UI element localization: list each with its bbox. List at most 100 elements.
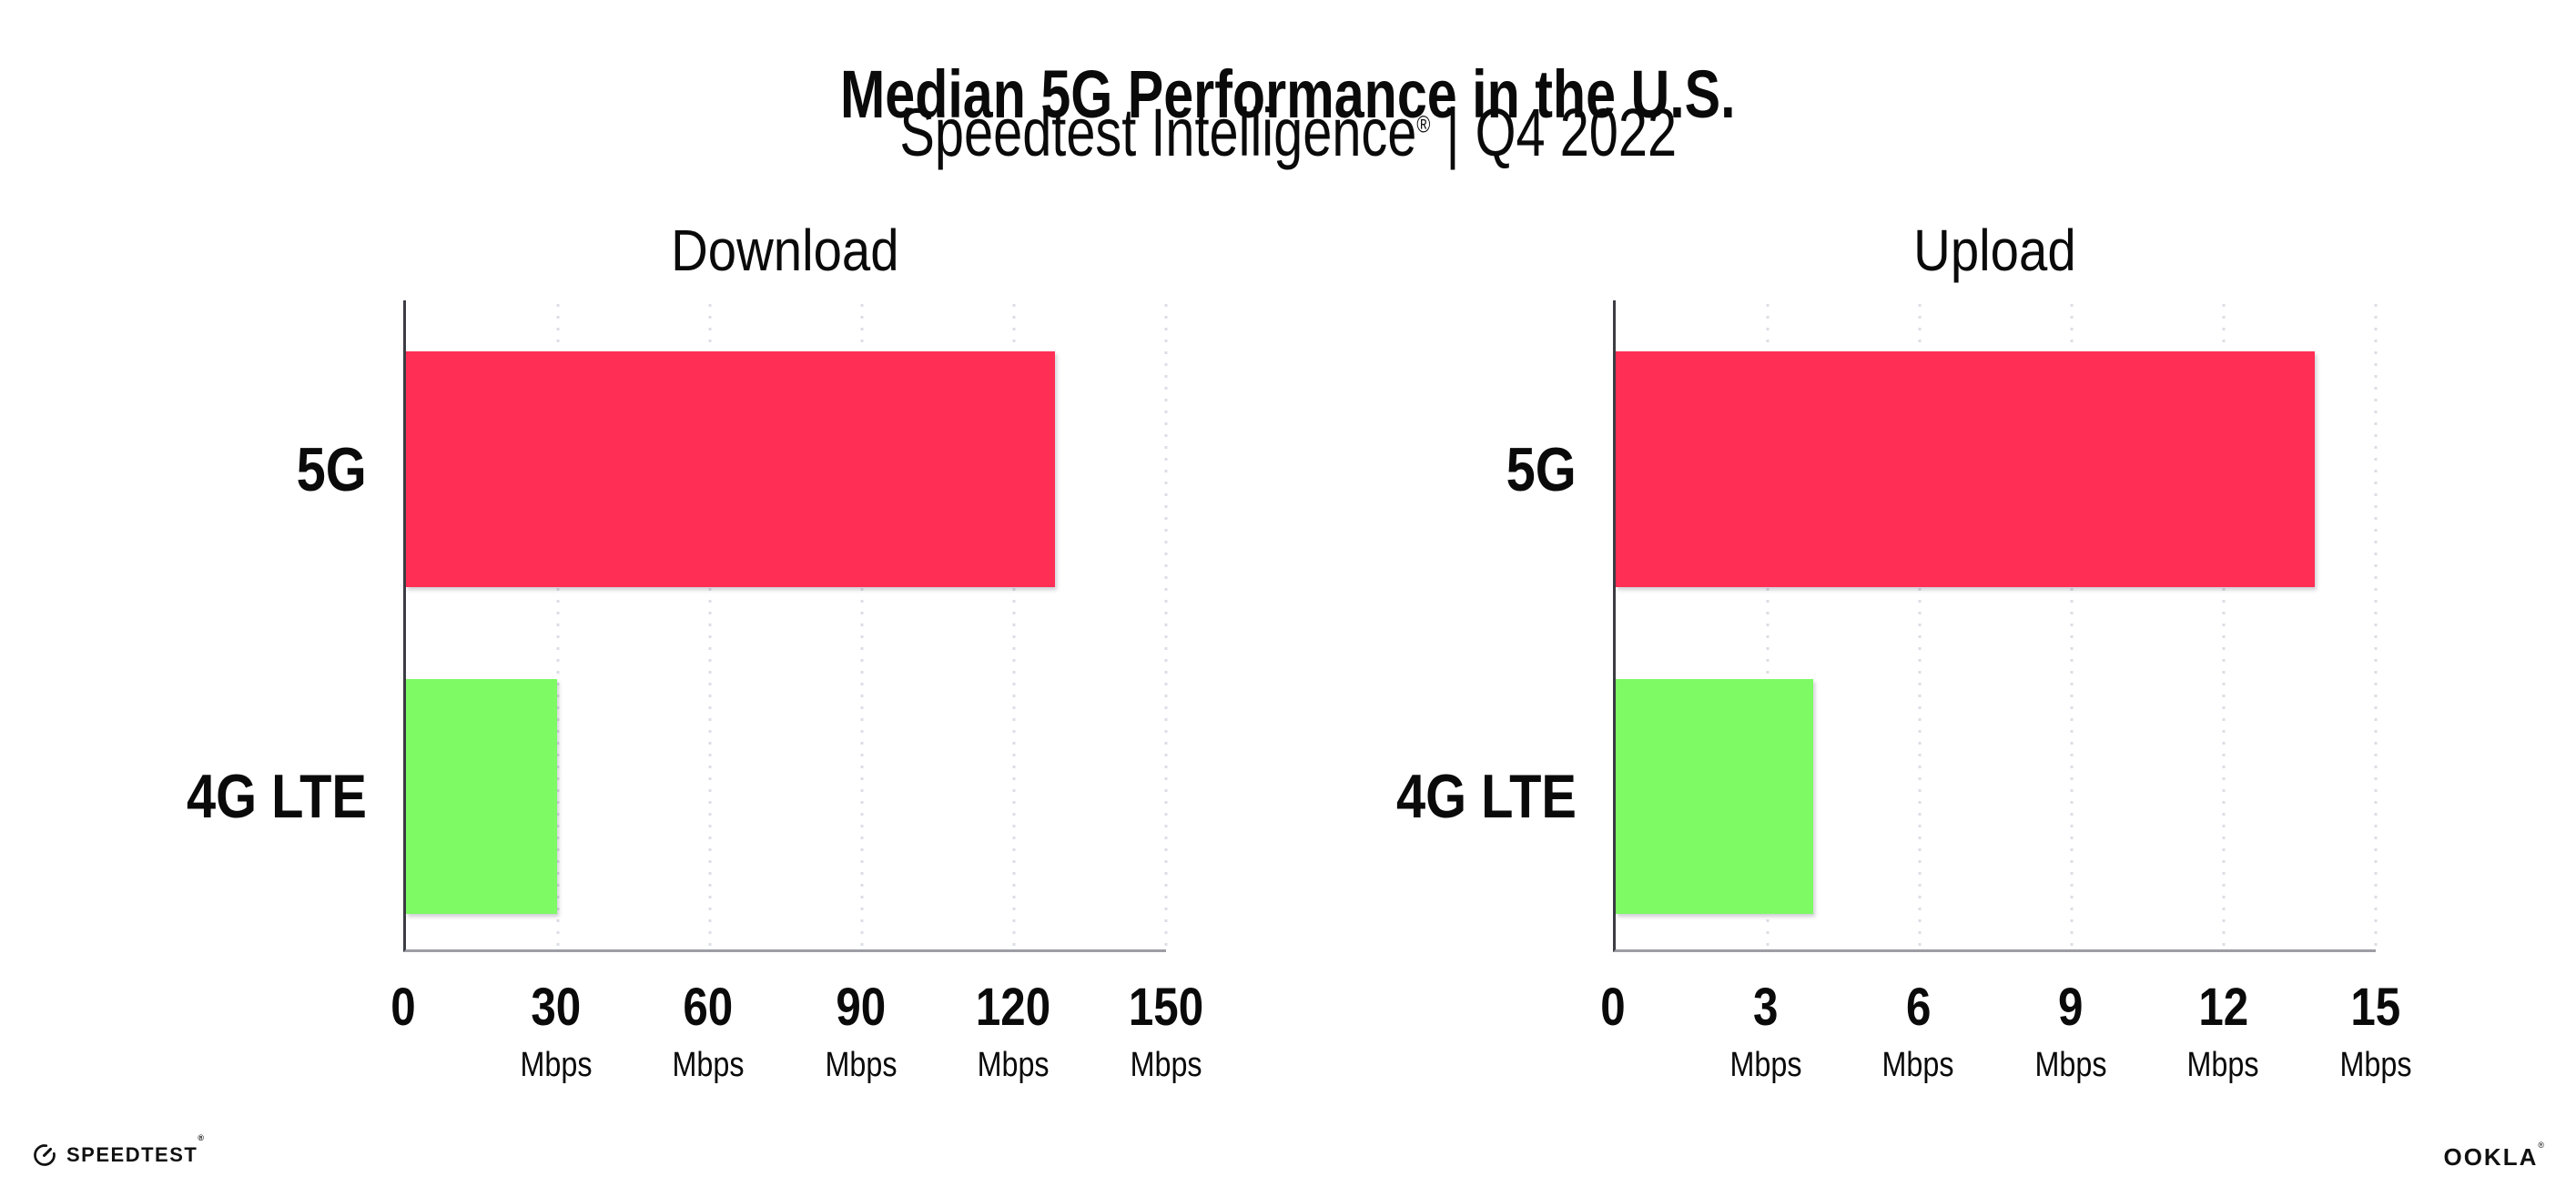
tick-unit-text: Mbps — [2339, 1046, 2412, 1084]
page-title-text: Median 5G Performance in the U.S. — [840, 56, 1736, 132]
ookla-label: OOKLA — [2443, 1143, 2539, 1171]
tick-unit-text: Mbps — [2186, 1046, 2259, 1084]
tick-unit-text: Mbps — [520, 1046, 593, 1084]
bar-5g — [1616, 351, 2316, 587]
tick-number: 60 — [666, 979, 751, 1036]
tick-unit: Mbps — [1122, 1045, 1211, 1085]
tick-number-text: 0 — [390, 978, 416, 1037]
tick-unit: Mbps — [818, 1045, 903, 1085]
upload-x-axis-ticks: 0 3 Mbps 6 Mbps 9 Mbps 12 Mbps 15 Mbps — [1600, 979, 2411, 1125]
x-tick-0: 0 — [1598, 979, 1628, 1036]
tick-unit: Mbps — [2181, 1045, 2266, 1085]
category-label-4g-lte: 4G LTE — [1249, 756, 1577, 837]
x-tick-0: 0 — [389, 979, 418, 1036]
speedtest-label: SPEEDTEST — [66, 1143, 198, 1166]
speedtest-logo: SPEEDTEST® — [32, 1134, 205, 1171]
download-chart: Download 5G 4G LTE 0 30 Mbps 60 Mbps 90 Mbps 120… — [187, 0, 1203, 1197]
tick-unit: Mbps — [513, 1045, 598, 1085]
tick-number: 90 — [818, 979, 903, 1036]
tick-number-text: 120 — [976, 978, 1051, 1037]
download-category-labels: 5G 4G LTE — [39, 300, 367, 952]
bar-4g-lte — [1616, 679, 1814, 914]
gridline-120 — [1012, 304, 1016, 949]
x-tick-6: 6 Mbps — [1876, 979, 1961, 1085]
tick-unit: Mbps — [969, 1045, 1058, 1085]
gridline-6 — [1918, 304, 1922, 949]
category-label-5g: 5G — [1249, 429, 1577, 511]
tick-number-text: 30 — [531, 978, 582, 1037]
tick-number: 6 — [1876, 979, 1961, 1036]
x-tick-15: 15 Mbps — [2334, 979, 2419, 1085]
registered-mark: ® — [1416, 110, 1431, 138]
tick-unit-text: Mbps — [825, 1046, 898, 1084]
tick-unit-text: Mbps — [672, 1046, 745, 1084]
download-chart-title-text: Download — [670, 218, 899, 283]
x-tick-12: 12 Mbps — [2181, 979, 2266, 1085]
tick-number: 15 — [2334, 979, 2419, 1036]
tick-unit: Mbps — [1876, 1045, 1961, 1085]
tick-unit: Mbps — [2334, 1045, 2419, 1085]
tick-unit-text: Mbps — [1729, 1046, 1802, 1084]
ookla-logo: OOKLA ® — [2443, 1141, 2544, 1172]
upload-chart-title-text: Upload — [1912, 218, 2076, 283]
tick-unit: Mbps — [2028, 1045, 2113, 1085]
gridline-3 — [1766, 304, 1770, 949]
gridline-15 — [2374, 304, 2378, 949]
tick-unit-text: Mbps — [1130, 1046, 1202, 1084]
x-tick-150: 150 Mbps — [1122, 979, 1211, 1085]
tick-number-text: 60 — [683, 978, 734, 1037]
tick-unit: Mbps — [1723, 1045, 1808, 1085]
gridline-12 — [2222, 304, 2226, 949]
x-tick-90: 90 Mbps — [818, 979, 903, 1085]
download-x-axis-ticks: 0 30 Mbps 60 Mbps 90 Mbps 120 Mbps 150 Mbps — [390, 979, 1203, 1125]
tick-number: 150 — [1122, 979, 1211, 1036]
tick-number-text: 12 — [2197, 978, 2248, 1037]
tick-unit: Mbps — [666, 1045, 751, 1085]
tick-number: 0 — [1598, 979, 1628, 1036]
tick-number: 12 — [2181, 979, 2266, 1036]
upload-chart-title: Upload — [1613, 218, 2376, 282]
page-subtitle-text: Speedtest Intelligence® | Q4 2022 — [899, 95, 1677, 171]
download-chart-title: Download — [403, 218, 1166, 282]
tick-number-text: 90 — [836, 978, 887, 1037]
tick-number-text: 150 — [1128, 978, 1204, 1037]
category-label-4g-lte: 4G LTE — [39, 756, 367, 837]
x-tick-60: 60 Mbps — [666, 979, 751, 1085]
category-label-text: 4G LTE — [1395, 762, 1577, 831]
x-tick-120: 120 Mbps — [969, 979, 1058, 1085]
bar-4g-lte — [406, 679, 558, 914]
tick-unit-text: Mbps — [1881, 1046, 1954, 1084]
category-label-text: 5G — [296, 435, 367, 504]
tick-number: 30 — [513, 979, 598, 1036]
gauge-icon — [34, 1144, 56, 1166]
gridline-60 — [708, 304, 712, 949]
speedtest-mark: ® — [198, 1133, 206, 1142]
tick-number: 120 — [969, 979, 1058, 1036]
tick-unit-text: Mbps — [2034, 1046, 2107, 1084]
tick-number: 3 — [1723, 979, 1808, 1036]
upload-chart: Upload 5G 4G LTE 0 3 Mbps 6 Mbps 9 Mbps 12 Mbps 15… — [1396, 0, 2412, 1197]
download-plot-area — [403, 300, 1168, 952]
upload-plot-area — [1613, 300, 2378, 952]
x-tick-9: 9 Mbps — [2028, 979, 2113, 1085]
page-title: Median 5G Performance in the U.S. — [0, 56, 2576, 132]
x-tick-30: 30 Mbps — [513, 979, 598, 1085]
page-subtitle: Speedtest Intelligence® | Q4 2022 — [0, 95, 2576, 171]
tick-unit-text: Mbps — [977, 1046, 1050, 1084]
gridline-9 — [2070, 304, 2074, 949]
tick-number-text: 15 — [2350, 978, 2401, 1037]
upload-category-labels: 5G 4G LTE — [1249, 300, 1577, 952]
tick-number: 9 — [2028, 979, 2113, 1036]
tick-number-text: 9 — [2058, 978, 2084, 1037]
x-tick-3: 3 Mbps — [1723, 979, 1808, 1085]
tick-number-text: 0 — [1600, 978, 1626, 1037]
gridline-90 — [860, 304, 864, 949]
tick-number-text: 3 — [1752, 978, 1779, 1037]
category-label-text: 4G LTE — [186, 762, 367, 831]
tick-number-text: 6 — [1905, 978, 1931, 1037]
subtitle-period: Q4 2022 — [1475, 95, 1677, 170]
subtitle-brand: Speedtest Intelligence — [899, 95, 1417, 170]
bar-5g — [406, 351, 1055, 587]
subtitle-separator: | — [1445, 95, 1460, 170]
